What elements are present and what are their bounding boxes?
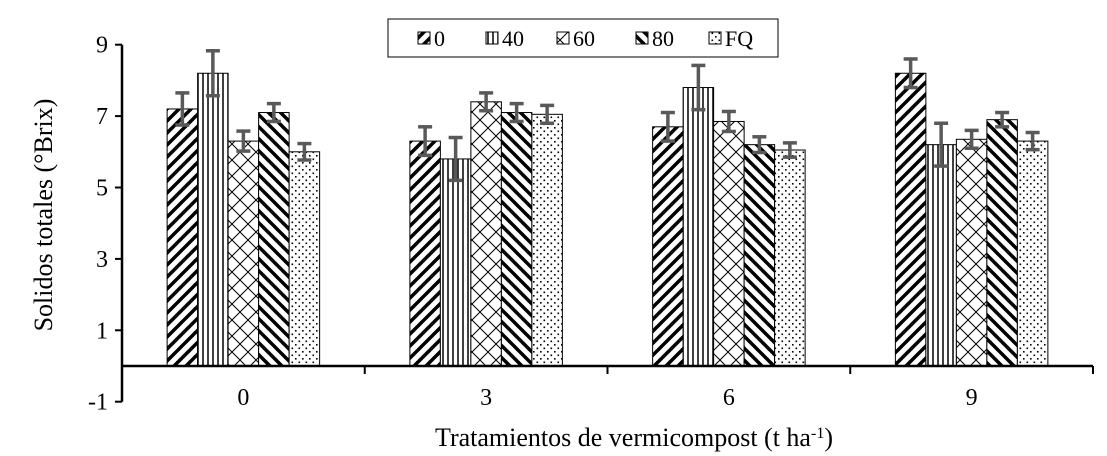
legend-item-40: 40 (485, 26, 524, 51)
bar-0-0 (166, 108, 199, 367)
x-tick-label: 0 (237, 385, 249, 411)
x-tick-label: 9 (966, 385, 978, 411)
bar-FQ-9 (1016, 140, 1049, 367)
bar-40-6 (682, 87, 715, 367)
legend-label: FQ (725, 26, 753, 51)
legend-swatch (635, 31, 649, 45)
bar-60-9 (955, 138, 988, 367)
y-tick-label: 3 (96, 247, 108, 273)
error-bar (752, 135, 767, 155)
y-axis-label: Solidos totales (°Brix) (29, 99, 58, 332)
x-axis-label-end: ) (824, 423, 833, 452)
bars-layer (166, 49, 1049, 367)
legend-swatch (417, 31, 431, 45)
error-bar (903, 57, 918, 90)
legend-swatch (485, 31, 499, 45)
y-tick-label: -1 (88, 390, 108, 416)
legend-item-60: 60 (556, 26, 595, 51)
error-bar (721, 109, 736, 134)
legend-label: 60 (573, 26, 595, 51)
legend-item-FQ: FQ (708, 26, 753, 51)
error-bar (479, 91, 494, 113)
error-bar (964, 128, 979, 150)
error-bar (509, 101, 524, 124)
error-bar (540, 103, 555, 125)
x-axis-label: Tratamientos de vermicompost (t ha-1) (435, 423, 833, 452)
bar-0-3 (409, 140, 441, 367)
error-bar (1025, 130, 1040, 152)
y-tick-label: 1 (96, 318, 108, 344)
error-bar (175, 91, 190, 127)
bar-80-3 (500, 112, 533, 367)
bar-40-9 (925, 144, 957, 367)
bar-80-6 (743, 144, 776, 367)
bar-FQ-3 (531, 113, 563, 367)
error-bar (205, 49, 220, 98)
y-tick-label: 7 (96, 104, 108, 130)
bar-60-6 (713, 120, 745, 367)
error-bar (266, 101, 281, 124)
legend-label: 40 (502, 26, 524, 51)
error-bar (236, 129, 251, 153)
x-axis-label-sup: -1 (811, 425, 824, 442)
error-bar (782, 141, 797, 159)
error-bar (448, 135, 463, 183)
legend-label: 80 (652, 26, 674, 51)
bar-0-6 (652, 126, 684, 367)
y-tick-label: 9 (96, 33, 108, 59)
error-bar (691, 63, 706, 112)
bar-60-0 (227, 140, 260, 367)
bar-40-0 (197, 72, 229, 367)
error-bar (995, 110, 1010, 129)
error-bar (418, 125, 433, 158)
error-bar (297, 141, 312, 162)
x-tick-label: 6 (723, 385, 735, 411)
error-bar (660, 110, 675, 143)
error-bar (934, 121, 949, 168)
legend: 0 40 60 80 FQ (387, 18, 779, 58)
bar-60-3 (470, 101, 502, 367)
x-tick-label: 3 (480, 385, 492, 411)
bar-FQ-6 (774, 149, 806, 367)
bar-80-0 (258, 112, 290, 367)
y-tick-label: 5 (96, 176, 108, 202)
bar-FQ-0 (288, 151, 321, 367)
legend-swatch (556, 31, 570, 45)
bar-40-3 (439, 158, 472, 367)
bar-80-9 (986, 119, 1018, 367)
bar-0-9 (894, 72, 927, 367)
x-axis-label-main: Tratamientos de vermicompost (t ha (435, 423, 811, 452)
legend-item-0: 0 (417, 26, 445, 51)
legend-label: 0 (434, 26, 445, 51)
legend-item-80: 80 (635, 26, 674, 51)
legend-swatch (708, 31, 722, 45)
axes-layer: -1 1 3 5 7 9 0 3 6 9 (88, 33, 1094, 416)
